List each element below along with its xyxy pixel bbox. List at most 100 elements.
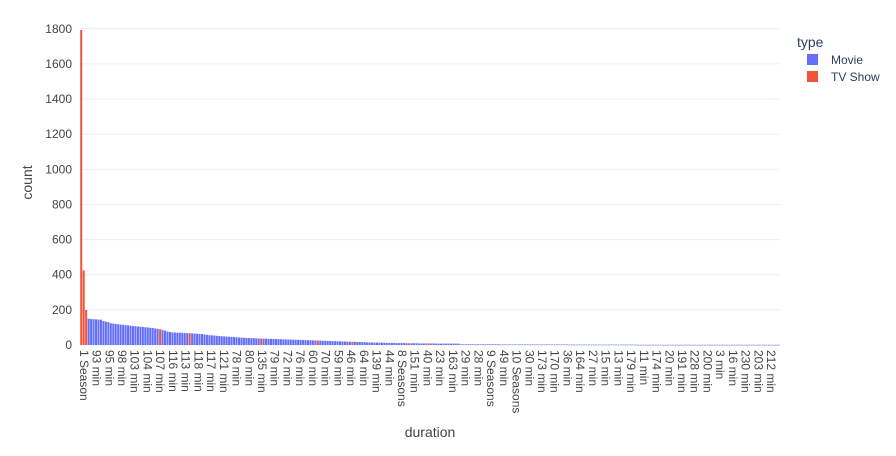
bar[interactable]: [489, 344, 492, 345]
bar[interactable]: [676, 344, 679, 346]
bar[interactable]: [326, 340, 329, 345]
bar[interactable]: [504, 344, 507, 346]
bar[interactable]: [725, 344, 729, 346]
bar[interactable]: [144, 327, 147, 345]
bar[interactable]: [701, 344, 704, 346]
bar[interactable]: [314, 340, 317, 345]
bar[interactable]: [107, 322, 110, 345]
bar[interactable]: [304, 340, 307, 345]
bar[interactable]: [449, 343, 452, 345]
bar[interactable]: [728, 344, 731, 346]
bar[interactable]: [452, 343, 455, 345]
bar[interactable]: [385, 342, 388, 345]
bar[interactable]: [770, 344, 773, 346]
bar[interactable]: [583, 344, 586, 346]
bar[interactable]: [198, 333, 201, 345]
bar[interactable]: [509, 344, 512, 346]
bar[interactable]: [661, 344, 664, 346]
bar[interactable]: [292, 339, 295, 345]
bar[interactable]: [721, 344, 724, 346]
bar[interactable]: [408, 343, 411, 345]
bar[interactable]: [378, 342, 381, 345]
bar[interactable]: [563, 344, 566, 346]
bar[interactable]: [366, 342, 369, 345]
bar[interactable]: [432, 343, 435, 345]
bar[interactable]: [109, 323, 112, 345]
bar[interactable]: [228, 336, 231, 345]
bar[interactable]: [131, 326, 135, 345]
bar[interactable]: [634, 344, 637, 346]
bar[interactable]: [526, 344, 529, 346]
bar[interactable]: [627, 344, 630, 346]
bar[interactable]: [612, 344, 615, 346]
bar[interactable]: [656, 344, 660, 346]
bar[interactable]: [220, 336, 223, 345]
bar[interactable]: [225, 336, 228, 345]
bar[interactable]: [743, 344, 746, 346]
bar[interactable]: [341, 341, 344, 345]
bar[interactable]: [654, 344, 657, 346]
bar[interactable]: [674, 344, 677, 346]
bar[interactable]: [753, 344, 756, 346]
bar[interactable]: [573, 344, 576, 346]
bar[interactable]: [373, 342, 376, 345]
bar[interactable]: [536, 344, 539, 346]
bar[interactable]: [622, 344, 625, 346]
bar[interactable]: [124, 325, 127, 345]
bar[interactable]: [171, 332, 174, 345]
bar[interactable]: [393, 342, 396, 345]
bar[interactable]: [363, 342, 366, 345]
bar[interactable]: [129, 325, 132, 345]
bar[interactable]: [620, 344, 623, 346]
bar[interactable]: [196, 333, 199, 345]
bar[interactable]: [669, 344, 672, 346]
bar[interactable]: [713, 344, 716, 346]
bar[interactable]: [348, 341, 351, 345]
bar[interactable]: [472, 344, 475, 345]
bar[interactable]: [639, 344, 642, 346]
bar[interactable]: [405, 343, 408, 345]
bar[interactable]: [585, 344, 588, 346]
bar[interactable]: [580, 344, 583, 346]
bar[interactable]: [321, 340, 324, 345]
bar[interactable]: [149, 327, 152, 345]
bar[interactable]: [745, 344, 748, 346]
bar[interactable]: [457, 343, 460, 345]
bar[interactable]: [541, 344, 544, 346]
bar[interactable]: [531, 344, 534, 346]
bar[interactable]: [358, 342, 361, 345]
bar[interactable]: [462, 344, 465, 345]
bar[interactable]: [711, 344, 714, 346]
bar[interactable]: [605, 344, 608, 346]
bar[interactable]: [632, 344, 635, 346]
bar[interactable]: [417, 343, 420, 345]
bar[interactable]: [104, 321, 107, 345]
bar[interactable]: [425, 343, 428, 345]
legend-item-movie[interactable]: Movie: [807, 53, 863, 67]
bar[interactable]: [272, 339, 275, 345]
bar[interactable]: [442, 343, 445, 345]
bar[interactable]: [134, 326, 137, 345]
bar[interactable]: [706, 344, 709, 346]
bar[interactable]: [679, 344, 682, 346]
bar[interactable]: [97, 319, 100, 345]
bar[interactable]: [154, 328, 157, 345]
bar[interactable]: [90, 319, 93, 345]
bar[interactable]: [400, 343, 403, 345]
bar[interactable]: [664, 344, 667, 346]
bar[interactable]: [274, 339, 277, 345]
bar[interactable]: [388, 342, 391, 345]
bar[interactable]: [336, 341, 339, 345]
bar[interactable]: [99, 319, 102, 345]
bar[interactable]: [368, 342, 371, 345]
bar[interactable]: [200, 334, 204, 345]
bar[interactable]: [518, 344, 521, 346]
bar[interactable]: [270, 338, 273, 345]
bar[interactable]: [777, 344, 780, 346]
bar[interactable]: [250, 338, 253, 345]
bar[interactable]: [686, 344, 689, 346]
bar[interactable]: [575, 344, 578, 346]
bar[interactable]: [750, 344, 753, 346]
bar[interactable]: [420, 343, 423, 345]
bar[interactable]: [159, 329, 162, 345]
